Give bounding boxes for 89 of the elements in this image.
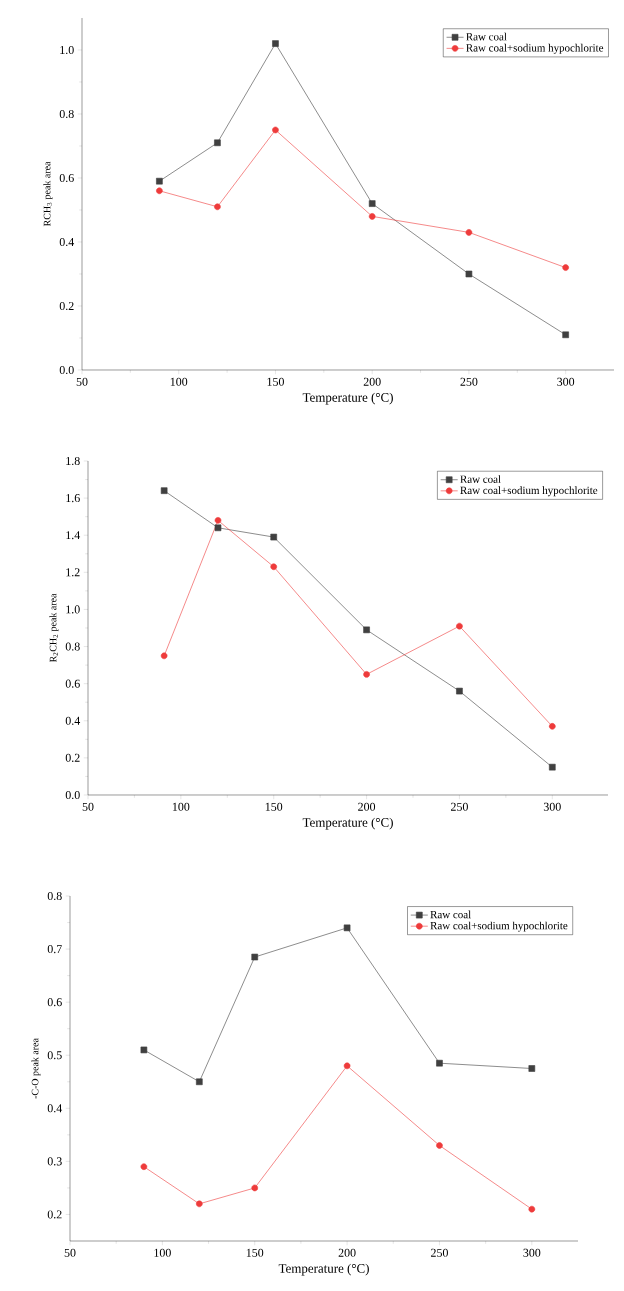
y-tick-label: 0.3 <box>47 1157 62 1166</box>
y-tick-label: 1.2 <box>66 568 80 577</box>
x-tick-label: 300 <box>557 377 575 386</box>
x-tick-label: 250 <box>431 1248 448 1257</box>
point <box>214 139 221 147</box>
x-tick-label: 150 <box>267 377 284 386</box>
point <box>562 331 569 339</box>
y-axis-title: R$_{2}$CH$_{2}$ peak area <box>49 593 59 663</box>
x-tick-label: 200 <box>358 802 376 811</box>
y-tick-label: 0.8 <box>59 109 74 119</box>
point <box>196 1200 203 1208</box>
point <box>363 626 370 634</box>
x-tick-label: 100 <box>170 377 188 386</box>
x-axis-title: Temperature (°C) <box>302 817 393 830</box>
x-tick-label: 100 <box>154 1248 171 1257</box>
y-tick-label: 0.4 <box>65 716 81 725</box>
point <box>528 1205 536 1213</box>
point <box>156 177 163 185</box>
y-tick-label: 0.0 <box>59 365 74 375</box>
point <box>270 563 278 571</box>
x-tick-label: 50 <box>76 377 88 386</box>
y-axis-title: -C-O peak area <box>31 1038 41 1099</box>
point <box>140 1046 148 1054</box>
y-axis-title: RCH$_{3}$ peak area <box>43 161 53 227</box>
legend-label: Raw coal <box>430 910 471 919</box>
point <box>251 953 259 961</box>
y-tick-label: 1.6 <box>66 494 80 503</box>
point <box>363 671 370 678</box>
point <box>528 1065 536 1072</box>
y-tick-label: 0.2 <box>47 1210 62 1219</box>
y-tick-label: 1.0 <box>60 45 74 55</box>
legend-label: Raw coal+sodium hypochlorite <box>466 43 604 54</box>
point <box>156 187 163 195</box>
x-tick-label: 250 <box>460 377 478 386</box>
point <box>214 517 222 524</box>
point <box>343 924 351 932</box>
point <box>140 1163 148 1170</box>
point <box>214 524 222 532</box>
y-tick-label: 0.5 <box>47 1051 62 1060</box>
x-tick-label: 150 <box>246 1248 264 1257</box>
y-tick-label: 0.8 <box>47 891 62 901</box>
x-tick-label: 100 <box>172 802 190 811</box>
point <box>549 723 556 730</box>
x-tick-label: 50 <box>82 802 94 811</box>
y-tick-label: 0.6 <box>65 679 80 688</box>
point <box>270 533 278 541</box>
point <box>368 200 376 207</box>
y-tick-label: 0.8 <box>65 642 80 651</box>
y-tick-label: 0.2 <box>65 753 80 762</box>
point <box>160 652 168 660</box>
legend-label: Raw coal <box>460 475 501 483</box>
x-tick-label: 250 <box>451 802 468 811</box>
point <box>272 126 279 134</box>
x-tick-label: 200 <box>338 1248 356 1257</box>
x-tick-label: 50 <box>64 1248 76 1257</box>
x-tick-label: 200 <box>363 377 381 386</box>
point <box>465 270 473 278</box>
legend-label: Raw coal <box>466 32 507 41</box>
point <box>456 687 463 695</box>
legend-label: Raw coal+sodium hypochlorite <box>460 486 598 497</box>
point <box>272 40 279 47</box>
x-tick-label: 300 <box>543 802 561 811</box>
point <box>343 1062 351 1070</box>
point <box>562 264 569 271</box>
x-tick-label: 300 <box>523 1248 541 1257</box>
y-tick-label: 0.0 <box>65 790 80 800</box>
x-axis-title: Temperature (°C) <box>278 1263 369 1276</box>
y-tick-label: 0.7 <box>47 945 62 954</box>
y-tick-label: 0.4 <box>47 1104 63 1113</box>
x-axis-title: Temperature (°C) <box>302 392 393 405</box>
point <box>549 763 556 771</box>
point <box>465 229 473 236</box>
point <box>456 622 463 630</box>
y-tick-label: 0.6 <box>59 173 74 183</box>
y-tick-label: 1.8 <box>66 456 80 466</box>
y-tick-label: 1.4 <box>66 531 81 540</box>
x-tick-label: 150 <box>265 802 283 811</box>
point <box>368 213 376 220</box>
point <box>436 1142 443 1149</box>
y-tick-label: 1.0 <box>66 605 80 614</box>
point <box>214 203 221 211</box>
y-tick-label: 0.6 <box>47 998 62 1007</box>
point <box>251 1184 259 1192</box>
y-tick-label: 0.2 <box>59 301 74 311</box>
point <box>160 487 168 494</box>
point <box>436 1059 443 1067</box>
y-tick-label: 0.4 <box>59 237 75 247</box>
point <box>196 1078 203 1086</box>
legend-label: Raw coal+sodium hypochlorite <box>430 921 568 932</box>
